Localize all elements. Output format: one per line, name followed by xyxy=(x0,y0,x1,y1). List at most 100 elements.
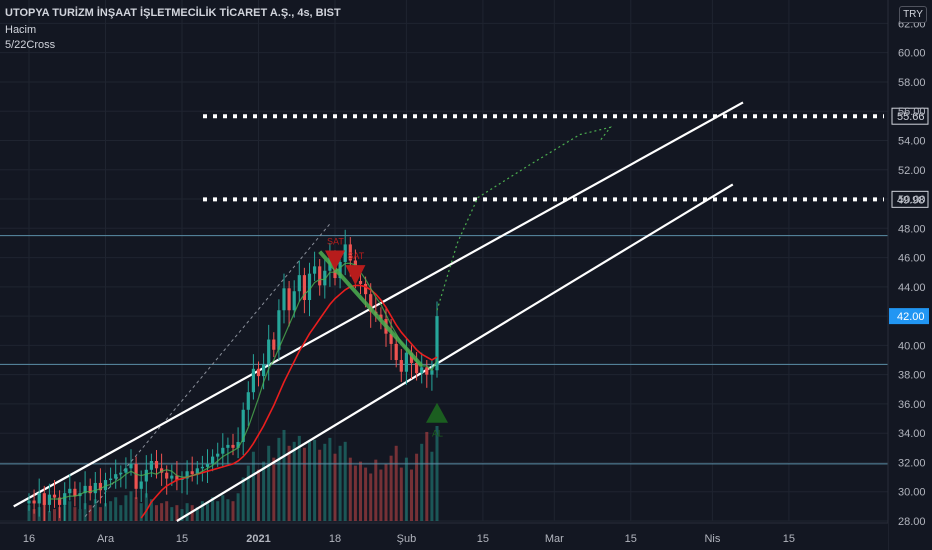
candle-body xyxy=(52,494,57,498)
volume-indicator-label[interactable]: Hacim xyxy=(5,24,37,36)
volume-bar xyxy=(98,507,102,521)
time-tick-label: 15 xyxy=(176,533,188,545)
volume-bar xyxy=(83,503,87,521)
candle-body xyxy=(236,441,240,448)
volume-bar xyxy=(302,447,306,521)
volume-bar xyxy=(221,495,225,521)
buy-signal-marker xyxy=(426,402,448,423)
time-tick-label: 15 xyxy=(625,533,637,545)
candle-body xyxy=(292,291,296,311)
volume-bar xyxy=(236,493,240,521)
candle-body xyxy=(134,463,138,489)
volume-bar xyxy=(338,445,342,521)
candle-body xyxy=(323,270,327,286)
volume-bar xyxy=(170,507,174,521)
volume-bar xyxy=(359,461,362,521)
volume-bar xyxy=(287,445,291,521)
level-label: 49.98 xyxy=(897,194,925,206)
candle-body xyxy=(211,456,215,464)
candle-body xyxy=(200,466,204,469)
volume-bar xyxy=(374,459,378,521)
candle-body xyxy=(404,352,408,372)
symbol-title: UTOPYA TURİZM İNŞAAT İŞLETMECİLİK TİCARE… xyxy=(5,7,341,19)
volume-bar xyxy=(369,473,373,521)
candle-body xyxy=(409,352,414,363)
volume-bar xyxy=(420,443,424,521)
volume-bar xyxy=(160,503,164,521)
moving-averages xyxy=(49,126,612,519)
candle-body xyxy=(241,409,245,442)
candle-body xyxy=(42,493,46,505)
trend-channel-line xyxy=(176,183,734,522)
currency-button[interactable]: TRY xyxy=(899,6,927,23)
candle-body xyxy=(226,444,230,448)
volume-bar xyxy=(200,501,204,521)
volume-bar xyxy=(231,501,235,521)
volume-bar xyxy=(68,501,72,521)
candle-body xyxy=(394,343,398,361)
price-tick-label: 38.00 xyxy=(898,370,926,382)
candle-body xyxy=(114,474,118,479)
candle-body xyxy=(282,288,286,311)
candle-body xyxy=(27,500,31,504)
candle-body xyxy=(185,471,189,479)
candle-body xyxy=(272,339,276,350)
volume-bar xyxy=(73,507,77,521)
candle-body xyxy=(348,244,352,261)
trend-lines[interactable] xyxy=(13,101,744,522)
chart-grid xyxy=(0,0,888,522)
candle-body xyxy=(124,468,128,473)
volume-bar xyxy=(425,431,429,521)
volume-bars xyxy=(27,426,439,521)
volume-bar xyxy=(155,505,158,521)
horizontal-lines xyxy=(0,235,888,465)
candle-body xyxy=(37,493,41,504)
candle-body xyxy=(297,275,301,292)
candle-body xyxy=(149,460,153,470)
candle-body xyxy=(63,493,67,505)
candle-body xyxy=(58,497,62,505)
cross-indicator-label[interactable]: 5/22Cross xyxy=(5,39,56,51)
volume-bar xyxy=(389,455,393,521)
candle-body xyxy=(425,367,429,375)
volume-bar xyxy=(262,461,266,521)
price-tick-label: 58.00 xyxy=(898,77,926,89)
candle-body xyxy=(68,488,72,494)
volume-bar xyxy=(404,457,408,521)
candle-body xyxy=(369,294,373,312)
volume-bar xyxy=(241,477,245,521)
price-tick-label: 40.00 xyxy=(898,340,926,352)
candle-body xyxy=(231,444,235,448)
volume-bar xyxy=(180,509,184,521)
candle-body xyxy=(119,472,123,475)
time-tick-label: 2021 xyxy=(246,533,270,545)
last-price-tag xyxy=(889,308,929,325)
time-axis-bg xyxy=(0,523,888,550)
price-tick-label: 50.00 xyxy=(898,194,926,206)
price-axis[interactable]: 28.00 30.00 32.00 34.00 36.00 38.00 40.00 42.00… xyxy=(887,0,929,550)
price-tick-label: 34.00 xyxy=(898,428,926,440)
dotted-levels[interactable]: 55.66 49.98 xyxy=(203,107,929,208)
trend-channel-line xyxy=(13,101,744,508)
candle-body xyxy=(144,469,148,482)
volume-bar xyxy=(185,503,189,521)
candle-body xyxy=(302,275,306,301)
volume-bar xyxy=(410,469,413,521)
candle-body xyxy=(420,367,424,374)
volume-bar xyxy=(384,463,388,521)
candle-body xyxy=(139,481,143,489)
time-tick-label: 15 xyxy=(783,533,795,545)
volume-bar xyxy=(47,511,51,521)
volume-bar xyxy=(272,457,276,521)
candle-body xyxy=(216,453,220,457)
candle-body xyxy=(435,316,439,371)
time-axis[interactable]: 16 Ara 15 2021 18 Şub 15 Mar 15 Nis 15 xyxy=(0,522,888,550)
candle-body xyxy=(267,339,271,365)
volume-bar xyxy=(379,469,383,521)
price-tick-label: 28.00 xyxy=(898,516,926,528)
volume-bar xyxy=(104,503,107,521)
candle-body xyxy=(399,360,403,372)
candle-body xyxy=(175,475,179,481)
candle-body xyxy=(93,482,97,494)
